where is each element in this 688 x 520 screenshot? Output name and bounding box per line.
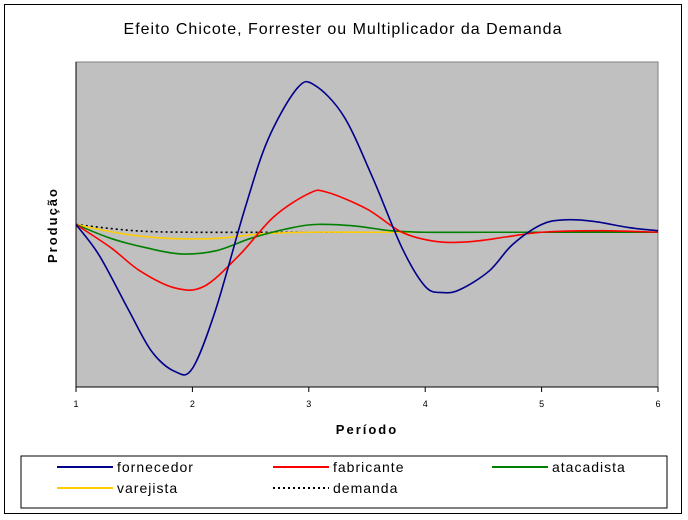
x-tick-label: 3 bbox=[306, 399, 311, 409]
x-axis-title: Período bbox=[336, 422, 398, 437]
series-line-atacadista bbox=[75, 223, 658, 255]
chart-title: Efeito Chicote, Forrester ou Multiplicad… bbox=[124, 21, 563, 38]
legend-label-demanda: demanda bbox=[333, 480, 398, 496]
plot-area bbox=[75, 61, 659, 388]
x-tick-label: 4 bbox=[423, 399, 428, 409]
x-ticks: 1 2 3 4 5 6 bbox=[73, 387, 661, 409]
series-line-fornecedor bbox=[75, 80, 659, 376]
x-tick-label: 1 bbox=[73, 399, 78, 409]
legend-label-atacadista: atacadista bbox=[552, 459, 626, 475]
y-axis-title: Produção bbox=[45, 187, 60, 263]
x-tick-label: 2 bbox=[190, 399, 195, 409]
legend-label-varejista: varejista bbox=[117, 480, 178, 496]
series-layer bbox=[75, 80, 659, 376]
series-line-fabricante bbox=[75, 189, 659, 291]
legend-box bbox=[20, 455, 668, 509]
legend-label-fabricante: fabricante bbox=[333, 459, 404, 475]
x-tick-label: 5 bbox=[539, 399, 544, 409]
legend: fornecedor fabricante atacadista varejista d… bbox=[57, 459, 626, 496]
x-tick-label: 6 bbox=[655, 399, 660, 409]
legend-label-fornecedor: fornecedor bbox=[117, 459, 194, 475]
